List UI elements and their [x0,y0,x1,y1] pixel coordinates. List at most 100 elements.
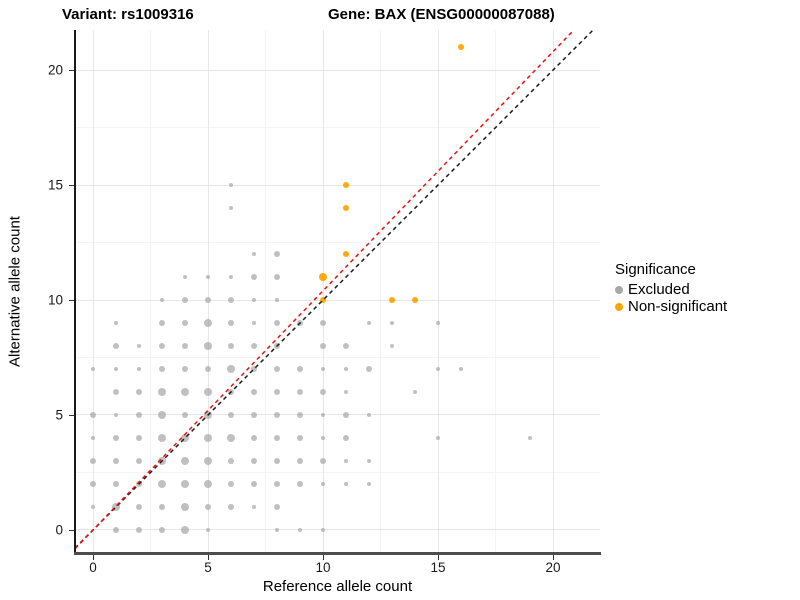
data-point-excluded [250,457,258,465]
data-point-excluded [204,503,212,511]
data-point-excluded [435,435,441,441]
data-point-excluded [182,274,188,280]
data-point-excluded [204,365,212,373]
y-tick-label: 5 [55,407,63,423]
data-point-excluded [273,365,281,373]
data-point-excluded [273,319,281,327]
data-point-excluded [135,503,143,511]
data-point-excluded [342,411,350,419]
data-point-excluded [113,366,119,372]
data-point-excluded [90,435,96,441]
data-point-excluded [204,296,212,304]
data-point-excluded [113,412,119,418]
vertical-gridline [265,30,267,552]
horizontal-gridline [75,357,600,358]
data-point-excluded [273,273,281,281]
data-point-excluded [89,411,97,419]
data-point-excluded [89,480,97,488]
x-tick-mark [553,555,555,560]
gene-title: Gene: BAX (ENSG00000087088) [328,6,555,23]
data-point-excluded [273,250,281,258]
data-point-excluded [343,366,349,372]
data-point-excluded [527,435,533,441]
y-tick-mark [69,529,74,531]
data-point-excluded [273,457,281,465]
data-point-excluded [250,480,258,488]
data-point-excluded [389,343,395,349]
non-significant-point-swatch-icon [615,302,623,311]
data-point-non-significant [388,296,396,304]
legend-item-label: Excluded [628,281,690,298]
data-point-excluded [319,342,327,350]
data-point-excluded [181,342,189,350]
variant-title: Variant: rs1009316 [62,6,194,23]
data-point-excluded [180,387,190,397]
data-point-excluded [250,388,258,396]
data-point-excluded [158,503,166,511]
legend-item-excluded: Excluded [615,281,727,298]
data-point-excluded [389,320,395,326]
x-tick-label: 15 [430,560,446,575]
data-point-excluded [159,297,165,303]
data-point-excluded [320,366,326,372]
data-point-excluded [319,388,327,396]
data-point-excluded [205,527,211,533]
data-point-excluded [435,320,441,326]
data-point-excluded [135,388,143,396]
legend-item-label: Non-significant [628,298,728,315]
data-point-excluded [203,318,213,328]
identity-line [75,30,594,549]
y-tick-mark [69,70,74,72]
data-point-excluded [296,411,304,419]
y-tick-label: 0 [55,522,63,538]
data-point-non-significant [342,204,350,212]
data-point-excluded [343,389,349,395]
data-point-excluded [203,410,213,420]
data-point-excluded [251,297,257,303]
legend-title: Significance [615,261,696,278]
data-point-excluded [250,273,258,281]
data-point-excluded [343,481,349,487]
y-tick-mark [69,185,74,186]
data-point-excluded [227,480,235,488]
data-point-excluded [203,387,213,397]
x-tick-label: 10 [315,560,331,575]
vertical-gridline [552,30,554,552]
data-point-excluded [227,503,235,511]
data-point-excluded [180,525,190,535]
reference-lines [75,30,594,550]
data-point-excluded [181,411,189,419]
data-point-excluded [226,433,236,443]
legend: Significance Excluded Non-significant [615,261,727,315]
vertical-gridline [207,30,209,552]
data-point-excluded [435,366,441,372]
y-axis-line [74,30,76,553]
horizontal-gridline [75,471,600,473]
data-point-excluded [412,389,418,395]
data-point-non-significant [342,181,350,189]
data-point-non-significant [319,296,327,304]
data-point-excluded [320,481,326,487]
data-point-excluded [227,457,235,465]
data-point-excluded [205,274,211,280]
data-point-excluded [112,526,120,534]
data-point-excluded [297,527,303,533]
data-point-excluded [203,456,213,466]
data-point-excluded [228,205,234,211]
data-point-non-significant [411,296,419,304]
vertical-gridline [437,30,439,552]
y-tick-label: 10 [47,292,63,308]
x-tick-label: 20 [545,560,561,575]
data-point-excluded [203,341,213,351]
data-point-excluded [251,320,257,326]
data-point-excluded [366,458,372,464]
data-point-excluded [136,366,142,372]
data-point-non-significant [457,43,465,51]
data-point-excluded [112,457,120,465]
horizontal-gridline [75,127,600,128]
data-point-excluded [227,296,235,304]
horizontal-gridline [75,184,600,186]
data-point-excluded [112,342,120,350]
data-point-excluded [226,364,236,374]
data-point-excluded [251,504,257,510]
